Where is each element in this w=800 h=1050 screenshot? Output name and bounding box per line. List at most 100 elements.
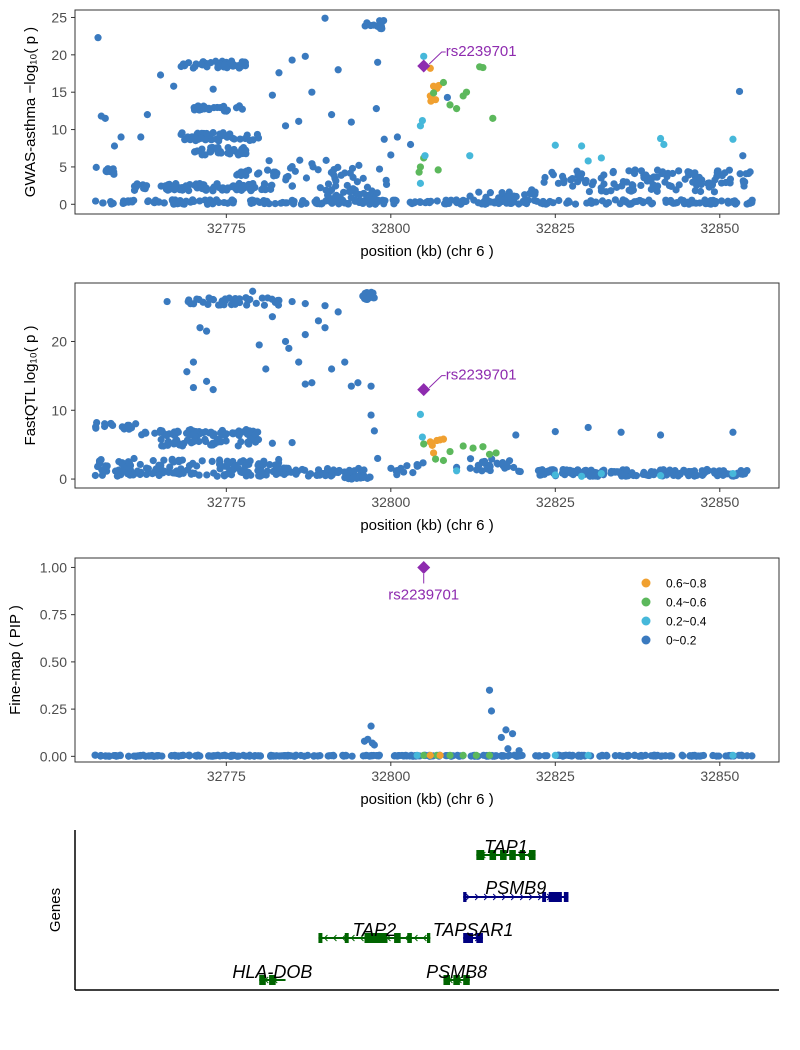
strand-arrow: [465, 893, 470, 901]
snp-point-r2-0-0.2: [178, 456, 187, 464]
snp-point-r2-0-0.2: [426, 199, 434, 207]
snp-point-r2-0-0.2: [510, 751, 518, 759]
snp-point-r2-0.6-0.8: [428, 441, 436, 449]
snp-point-r2-0-0.2: [321, 302, 329, 310]
snp-point-r2-0-0.2: [322, 156, 330, 164]
snp-point-r2-0-0.2: [370, 427, 378, 435]
snp-point-r2-0-0.2: [207, 428, 215, 436]
snp-point-r2-0-0.2: [255, 341, 263, 349]
gene-label: HLA-DOB: [232, 962, 312, 982]
snp-point-r2-0-0.2: [179, 200, 187, 208]
snp-point-r2-0-0.2: [549, 171, 557, 179]
snp-point-r2-0-0.2: [629, 186, 637, 194]
strand-arrow: [323, 934, 328, 942]
snp-point-r2-0-0.2: [91, 751, 99, 759]
snp-point-r2-0-0.2: [288, 162, 296, 171]
snp-point-r2-0-0.2: [710, 467, 718, 475]
x-tick-label: 32825: [536, 494, 575, 510]
snp-point-r2-0-0.2: [260, 180, 269, 188]
snp-point-r2-0-0.2: [349, 173, 357, 181]
lead-snp-label: rs2239701: [446, 367, 517, 384]
snp-point-r2-0-0.2: [366, 473, 374, 481]
snp-point-r2-0-0.2: [510, 192, 518, 200]
snp-point-r2-0-0.2: [390, 199, 398, 207]
y-tick-label: 20: [51, 47, 67, 63]
snp-point-r2-0-0.2: [707, 180, 715, 188]
gene-hla-dob: HLA-DOB: [232, 962, 312, 985]
snp-point-r2-0-0.2: [272, 171, 280, 179]
snp-point-r2-0-0.2: [182, 184, 190, 192]
exon: [269, 975, 276, 985]
snp-point-r2-0.2-0.4: [729, 469, 737, 478]
snp-point-r2-0-0.2: [604, 198, 613, 207]
exon: [394, 933, 401, 943]
y-tick-label: 10: [51, 122, 67, 138]
snp-point-r2-0-0.2: [170, 82, 178, 90]
snp-point-r2-0-0.2: [319, 469, 327, 478]
snp-point-r2-0-0.2: [324, 180, 333, 188]
snp-point-r2-0-0.2: [245, 427, 254, 435]
snp-point-r2-0-0.2: [650, 471, 658, 479]
snp-point-r2-0-0.2: [130, 454, 138, 463]
y-tick-label: 0: [59, 196, 67, 212]
snp-point-r2-0-0.2: [355, 161, 363, 169]
snp-point-r2-0-0.2: [380, 135, 388, 143]
snp-point-r2-0-0.2: [350, 474, 358, 482]
snp-point-r2-0-0.2: [380, 200, 388, 208]
y-tick-label: 15: [51, 84, 67, 100]
snp-point-r2-0-0.2: [190, 197, 198, 206]
snp-point-r2-0-0.2: [685, 467, 693, 476]
snp-point-r2-0.4-0.6: [453, 105, 461, 113]
snp-point-r2-0-0.2: [208, 457, 216, 466]
snp-point-r2-0-0.2: [334, 66, 342, 74]
snp-point-r2-0.4-0.6: [489, 114, 497, 122]
snp-point-r2-0-0.2: [214, 64, 222, 72]
snp-point-r2-0-0.2: [132, 183, 140, 191]
snp-point-r2-0-0.2: [174, 428, 182, 436]
snp-point-r2-0-0.2: [288, 56, 296, 64]
snp-point-r2-0-0.2: [725, 166, 733, 174]
snp-point-r2-0-0.2: [748, 196, 756, 204]
snp-point-r2-0-0.2: [163, 297, 171, 306]
snp-point-r2-0-0.2: [110, 142, 119, 150]
y-axis-label: Genes: [47, 888, 64, 932]
snp-point-r2-0-0.2: [559, 465, 567, 474]
snp-point-r2-0.2-0.4: [420, 52, 428, 60]
snp-point-r2-0-0.2: [200, 105, 209, 113]
exon: [489, 850, 497, 860]
snp-point-r2-0-0.2: [613, 183, 621, 191]
snp-point-r2-0-0.2: [515, 467, 523, 475]
x-axis-label: position (kb) (chr 6 ): [360, 243, 493, 260]
snp-point-r2-0-0.2: [375, 165, 384, 173]
snp-point-r2-0-0.2: [672, 186, 680, 194]
snp-point-r2-0-0.2: [254, 752, 262, 760]
snp-point-r2-0-0.2: [609, 169, 617, 177]
snp-point-r2-0-0.2: [740, 182, 748, 190]
snp-point-r2-0-0.2: [714, 167, 722, 175]
gene-psmb8: PSMB8: [426, 962, 487, 985]
snp-point-r2-0-0.2: [486, 189, 494, 197]
snp-point-r2-0-0.2: [185, 752, 193, 760]
snp-point-r2-0-0.2: [308, 160, 316, 168]
snp-point-r2-0-0.2: [141, 185, 149, 193]
snp-point-r2-0-0.2: [94, 462, 102, 471]
snp-point-r2-0-0.2: [94, 34, 102, 42]
strand-arrow: [510, 893, 515, 901]
snp-point-r2-0-0.2: [327, 365, 336, 373]
snp-point-r2-0-0.2: [374, 454, 382, 463]
snp-point-r2-0-0.2: [260, 199, 269, 208]
snp-point-r2-0-0.2: [591, 472, 599, 480]
snp-point-r2-0-0.2: [99, 199, 107, 207]
snp-point-r2-0-0.2: [298, 465, 306, 474]
snp-point-r2-0.2-0.4: [416, 179, 425, 187]
exon: [443, 975, 451, 985]
strand-arrow: [474, 893, 479, 901]
snp-point-r2-0-0.2: [677, 196, 685, 204]
snp-point-r2-0-0.2: [668, 169, 677, 178]
snp-point-r2-0-0.2: [137, 468, 145, 476]
snp-point-r2-0.4-0.6: [492, 449, 500, 457]
snp-point-r2-0-0.2: [340, 188, 348, 196]
snp-point-r2-0-0.2: [630, 169, 639, 178]
snp-point-r2-0-0.2: [207, 752, 215, 760]
snp-point-r2-0-0.2: [696, 199, 704, 207]
